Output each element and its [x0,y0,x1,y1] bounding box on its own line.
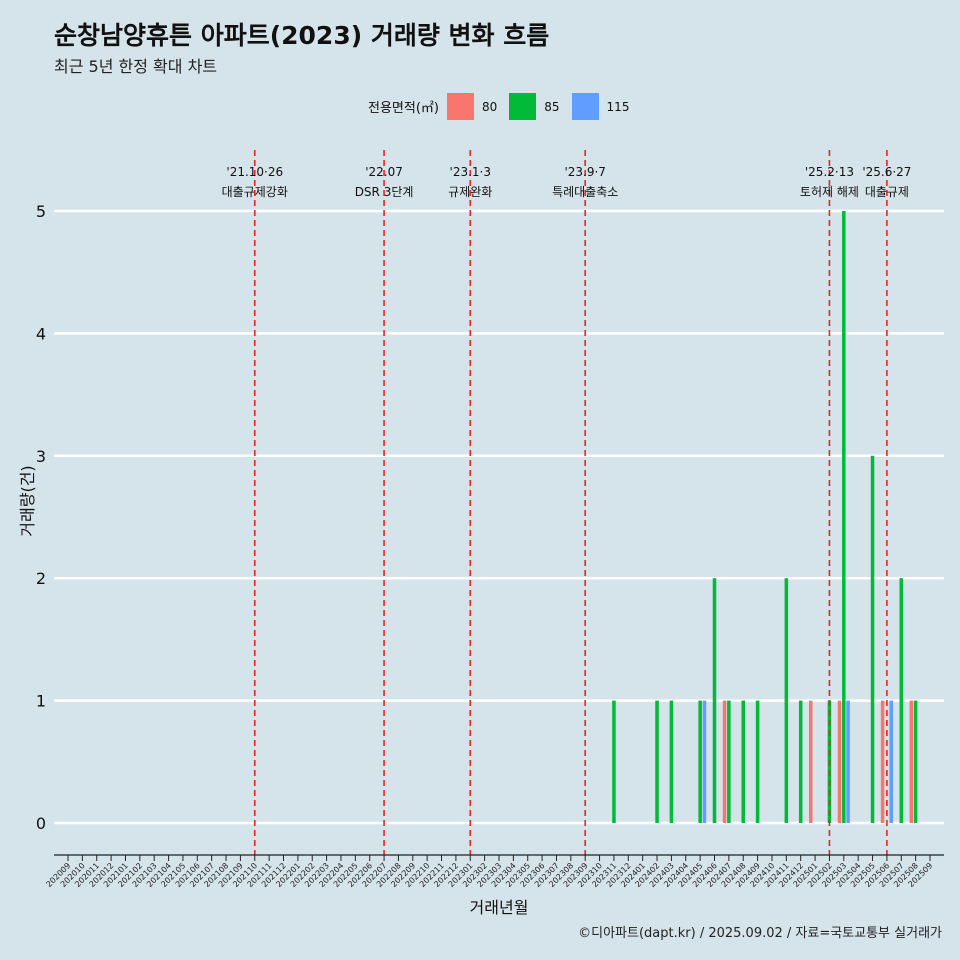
legend-label-80: 80 [481,99,498,114]
bar-80-202503 [837,700,842,823]
legend-label-115: 115 [606,99,630,114]
event-label-0: 대출규제강화 [222,185,288,199]
legend-swatch-80 [446,93,474,120]
chart-title: 순창남양휴튼 아파트(2023) 거래량 변화 흐름 [54,21,550,50]
event-date-2: '23.1·3 [450,165,491,179]
event-date-1: '22.07 [365,165,403,179]
legend-title: 전용면적(㎡) [368,101,439,116]
bar-85-202503 [842,211,846,823]
legend: 전용면적(㎡) 80 85 115 [368,93,641,120]
event-label-2: 규제완화 [448,185,492,199]
bar-115-202503 [846,700,850,823]
bar-80-202501 [809,700,813,823]
y-tick-label-2: 2 [36,569,46,588]
bar-85-202412 [798,700,803,823]
bar-85-202405 [698,700,702,823]
legend-item-115: 115 [571,93,630,120]
y-tick-label-5: 5 [36,202,46,221]
bar-85-202403 [669,700,674,823]
event-date-4: '25.2·13 [805,165,854,179]
bar-85-202505 [870,455,875,823]
event-date-3: '23.9·7 [564,165,605,179]
legend-swatch-115 [571,93,599,120]
event-label-4: 토허제 해제 [800,185,859,199]
bar-85-202408 [741,700,745,823]
y-axis-title: 거래량(건) [18,465,37,536]
y-tick-label-4: 4 [36,324,46,343]
y-tick-label-1: 1 [36,692,46,711]
x-axis-title: 거래년월 [470,898,529,917]
source-caption: ©디아파트(dapt.kr) / 2025.09.02 / 자료=국토교통부 실… [578,926,942,941]
bar-115-202405 [702,700,707,823]
event-label-1: DSR 3단계 [355,185,414,199]
legend-swatch-85 [509,93,537,120]
bar-85-202409 [755,700,760,823]
bar-85-202508 [913,700,918,823]
legend-item-80: 80 [446,93,498,120]
bar-85-202406 [712,578,717,823]
bar-115-202506 [889,700,893,823]
bar-85-202402 [655,700,659,823]
bar-85-202411 [784,578,789,823]
chart-subtitle: 최근 5년 한정 확대 차트 [54,57,218,76]
bar-80-202508 [909,700,914,823]
bar-85-202407 [727,700,731,823]
event-date-5: '25.6·27 [862,165,911,179]
event-date-0: '21.10·26 [226,165,283,179]
legend-item-85: 85 [509,93,560,120]
event-label-3: 특례대출축소 [552,185,618,199]
bar-80-202506 [880,700,885,823]
event-label-5: 대출규제 [865,185,909,199]
bar-85-202507 [899,578,904,823]
legend-label-85: 85 [544,99,560,114]
bar-85-202311 [612,700,616,823]
y-tick-label-0: 0 [36,814,46,833]
y-tick-label-3: 3 [36,447,46,466]
bar-80-202407 [722,700,727,823]
